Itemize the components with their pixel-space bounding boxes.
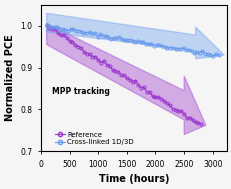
Polygon shape: [46, 13, 223, 59]
X-axis label: Time (hours): Time (hours): [98, 174, 169, 184]
Legend: Reference, Cross-linked 1D/3D: Reference, Cross-linked 1D/3D: [52, 129, 136, 148]
Polygon shape: [46, 24, 205, 135]
Text: MPP tracking: MPP tracking: [52, 87, 109, 96]
Y-axis label: Normalized PCE: Normalized PCE: [5, 35, 15, 121]
